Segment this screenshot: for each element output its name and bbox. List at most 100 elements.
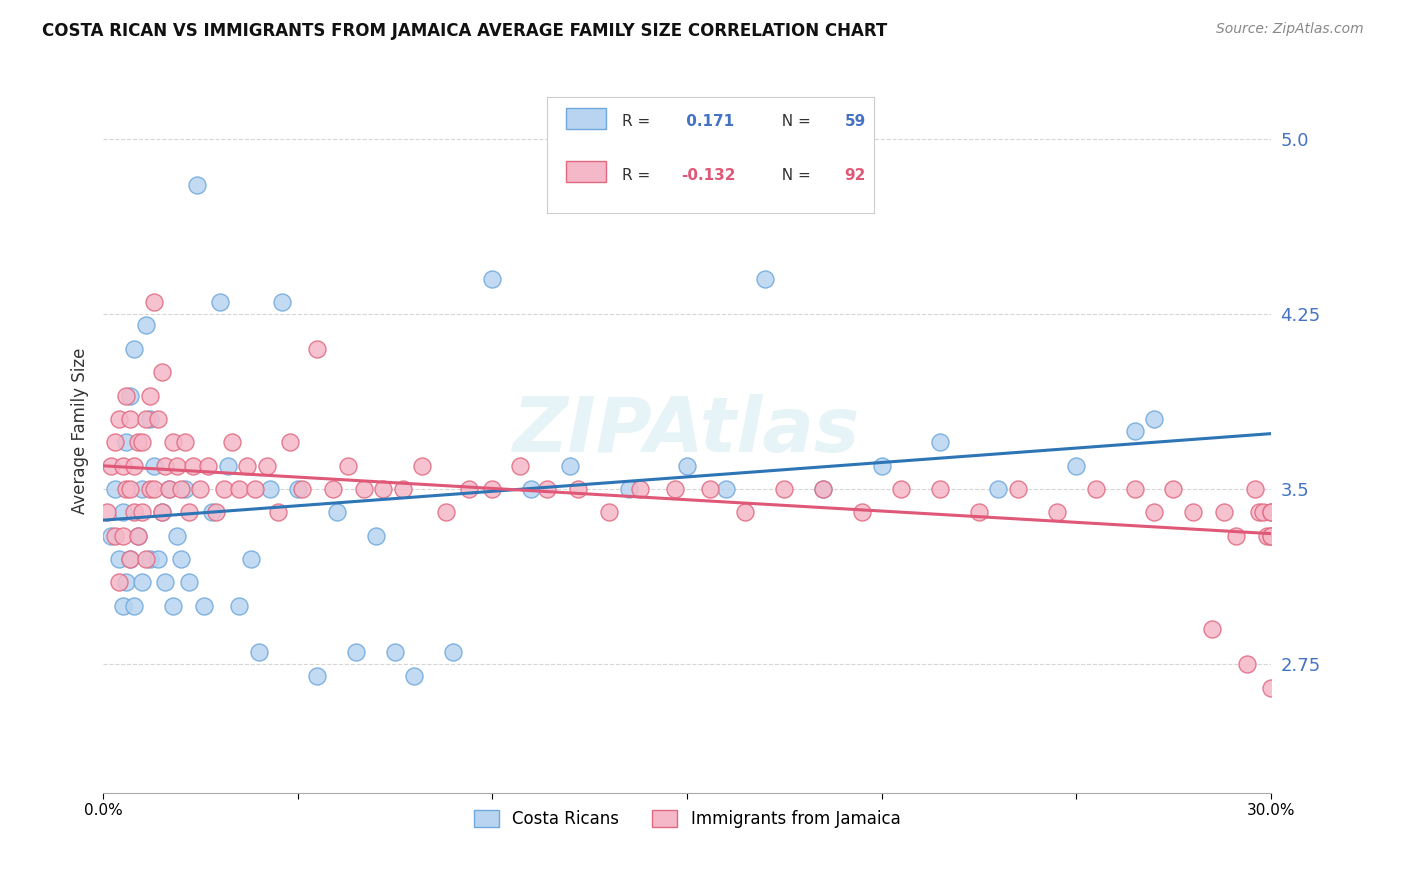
Point [127,529,149,543]
Point [177,505,200,519]
Point [344,646,367,660]
Point [146,412,169,426]
Point [1084,482,1107,496]
Point [135,552,157,566]
Point [107,412,129,426]
Point [107,575,129,590]
Point [122,505,145,519]
Point [481,482,503,496]
Point [120,552,142,566]
Point [139,552,162,566]
Point [598,505,620,519]
Point [170,552,193,566]
Point [1260,529,1282,543]
Point [228,482,250,496]
Point [115,575,138,590]
Point [155,575,177,590]
Point [373,482,395,496]
Point [1181,505,1204,519]
Point [120,552,142,566]
Point [173,435,195,450]
Point [157,482,180,496]
Point [278,435,301,450]
Point [1260,505,1282,519]
Point [256,458,278,473]
Point [1064,458,1087,473]
Point [1046,505,1069,519]
Y-axis label: Average Family Size: Average Family Size [72,347,89,514]
Point [166,458,188,473]
Point [127,529,149,543]
Point [1143,412,1166,426]
Point [1123,482,1146,496]
Legend: Costa Ricans, Immigrants from Jamaica: Costa Ricans, Immigrants from Jamaica [467,804,907,835]
Point [353,482,375,496]
Point [1260,681,1282,695]
Point [104,482,127,496]
Point [139,412,162,426]
Point [131,505,153,519]
Point [404,669,426,683]
Point [1143,505,1166,519]
Point [247,646,270,660]
Point [104,435,127,450]
Point [628,482,651,496]
Point [1007,482,1029,496]
Point [131,575,153,590]
Point [122,342,145,356]
Point [120,412,142,426]
Point [811,482,834,496]
Point [236,458,259,473]
Point [96,505,118,519]
Point [157,482,180,496]
Point [1163,482,1185,496]
Point [100,458,122,473]
Point [851,505,873,519]
Point [221,435,243,450]
Point [287,482,309,496]
Point [150,365,173,379]
Point [337,458,360,473]
Point [228,599,250,613]
Point [142,295,165,310]
Point [217,458,239,473]
Point [212,482,235,496]
Text: COSTA RICAN VS IMMIGRANTS FROM JAMAICA AVERAGE FAMILY SIZE CORRELATION CHART: COSTA RICAN VS IMMIGRANTS FROM JAMAICA A… [42,22,887,40]
Point [259,482,281,496]
Point [1123,424,1146,438]
Point [107,552,129,566]
Point [325,505,347,519]
Point [271,295,294,310]
Point [291,482,314,496]
Point [811,482,834,496]
Point [111,529,134,543]
Point [135,318,157,333]
Point [197,458,219,473]
Point [1201,622,1223,636]
Point [166,529,188,543]
Point [870,458,893,473]
Point [100,529,122,543]
Point [181,458,204,473]
Point [434,505,457,519]
Point [142,482,165,496]
Text: ZIPAtlas: ZIPAtlas [513,393,860,467]
Point [391,482,413,496]
Point [1247,505,1270,519]
Point [208,295,231,310]
Point [734,505,756,519]
Point [773,482,796,496]
Point [243,482,266,496]
Point [193,599,215,613]
Point [122,458,145,473]
Point [1225,529,1247,543]
Point [699,482,721,496]
Point [617,482,640,496]
Point [714,482,737,496]
Point [1244,482,1267,496]
Point [967,505,990,519]
Text: Source: ZipAtlas.com: Source: ZipAtlas.com [1216,22,1364,37]
Point [1260,505,1282,519]
Point [307,342,329,356]
Point [928,482,950,496]
